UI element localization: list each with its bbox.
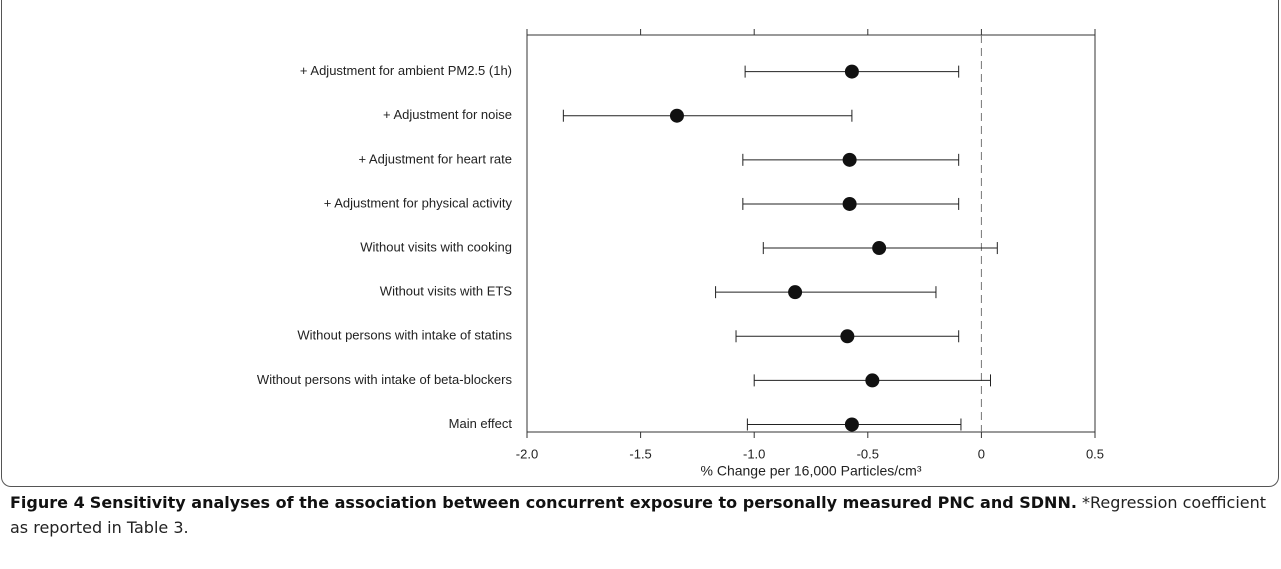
caption-title: Sensitivity analyses of the association …	[89, 493, 1077, 512]
x-tick-label: 0	[978, 446, 985, 461]
point	[788, 285, 803, 300]
y-tick-label: + Adjustment for ambient PM2.5 (1h)	[300, 63, 512, 78]
figure-frame	[1, 0, 1279, 487]
point	[840, 329, 855, 344]
point	[844, 64, 859, 79]
caption-label: Figure 4	[10, 493, 85, 512]
y-tick-label: + Adjustment for physical activity	[324, 195, 513, 210]
x-axis-label: % Change per 16,000 Particles/cm³	[701, 463, 922, 479]
point	[872, 241, 887, 256]
y-tick-label: + Adjustment for noise	[383, 107, 512, 122]
point	[844, 417, 859, 432]
point	[865, 373, 880, 388]
point	[669, 108, 684, 123]
x-tick-label: -1.5	[629, 446, 651, 461]
x-tick-label: -1.0	[743, 446, 765, 461]
y-tick-label: Main effect	[449, 416, 513, 431]
caption: Figure 4 Sensitivity analyses of the ass…	[10, 490, 1270, 540]
point	[842, 152, 857, 167]
y-tick-label: Without visits with ETS	[380, 284, 513, 299]
point	[842, 196, 857, 211]
y-tick-label: + Adjustment for heart rate	[358, 151, 512, 166]
y-tick-label: Without persons with intake of beta-bloc…	[257, 372, 513, 387]
x-tick-label: -2.0	[516, 446, 538, 461]
chart: % Change per 16,000 Particles/cm³ -2.0 -1…	[257, 29, 1104, 479]
plot-area	[526, 34, 1096, 433]
y-tick-label: Without persons with intake of statins	[297, 328, 512, 343]
caption-note: *Regression coefficient as reported in T…	[10, 493, 1267, 537]
x-tick-label: -0.5	[857, 446, 879, 461]
y-tick-label: Without visits with cooking	[360, 239, 512, 254]
x-tick-label: 0.5	[1086, 446, 1104, 461]
